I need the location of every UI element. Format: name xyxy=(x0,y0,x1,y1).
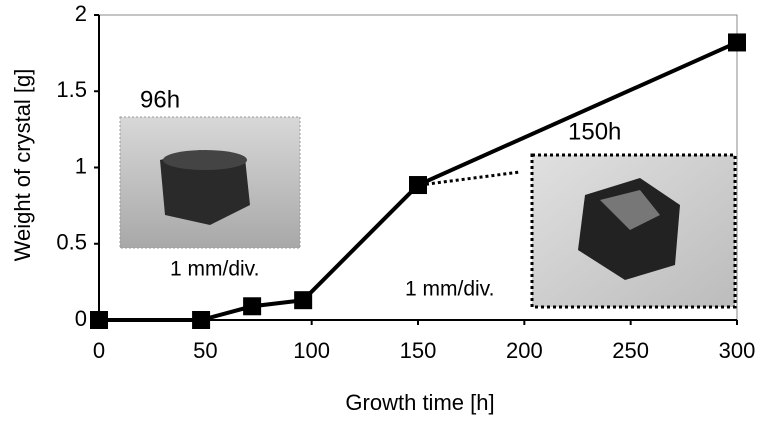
data-point xyxy=(243,297,262,316)
data-point xyxy=(294,291,313,310)
annotation: 150h xyxy=(568,118,621,145)
inset-photo-96h xyxy=(119,116,301,249)
x-tick-label: 250 xyxy=(612,338,649,363)
x-tick-label: 300 xyxy=(719,338,756,363)
y-tick-label: 1.5 xyxy=(56,77,87,102)
leader-line xyxy=(419,170,521,187)
x-tick-label: 0 xyxy=(93,338,105,363)
x-tick-label: 150 xyxy=(400,338,437,363)
x-axis-label: Growth time [h] xyxy=(345,390,494,415)
annotation: 1 mm/div. xyxy=(170,258,259,281)
y-tick-label: 1 xyxy=(75,153,87,178)
annotation: 96h xyxy=(140,86,180,113)
data-point xyxy=(90,311,108,329)
x-tick-label: 50 xyxy=(193,338,217,363)
annotation: 1 mm/div. xyxy=(405,278,494,301)
x-tick-label: 100 xyxy=(293,338,330,363)
data-point xyxy=(728,33,746,52)
inset-photo-150h xyxy=(530,153,737,309)
data-point xyxy=(192,311,211,329)
x-tick-label: 200 xyxy=(506,338,543,363)
y-axis-label: Weight of crystal [g] xyxy=(10,69,35,262)
data-point xyxy=(409,176,427,195)
y-tick-label: 0.5 xyxy=(56,230,87,255)
y-tick-label: 0 xyxy=(75,306,87,331)
y-tick-label: 2 xyxy=(75,1,87,26)
data-line xyxy=(99,40,738,322)
